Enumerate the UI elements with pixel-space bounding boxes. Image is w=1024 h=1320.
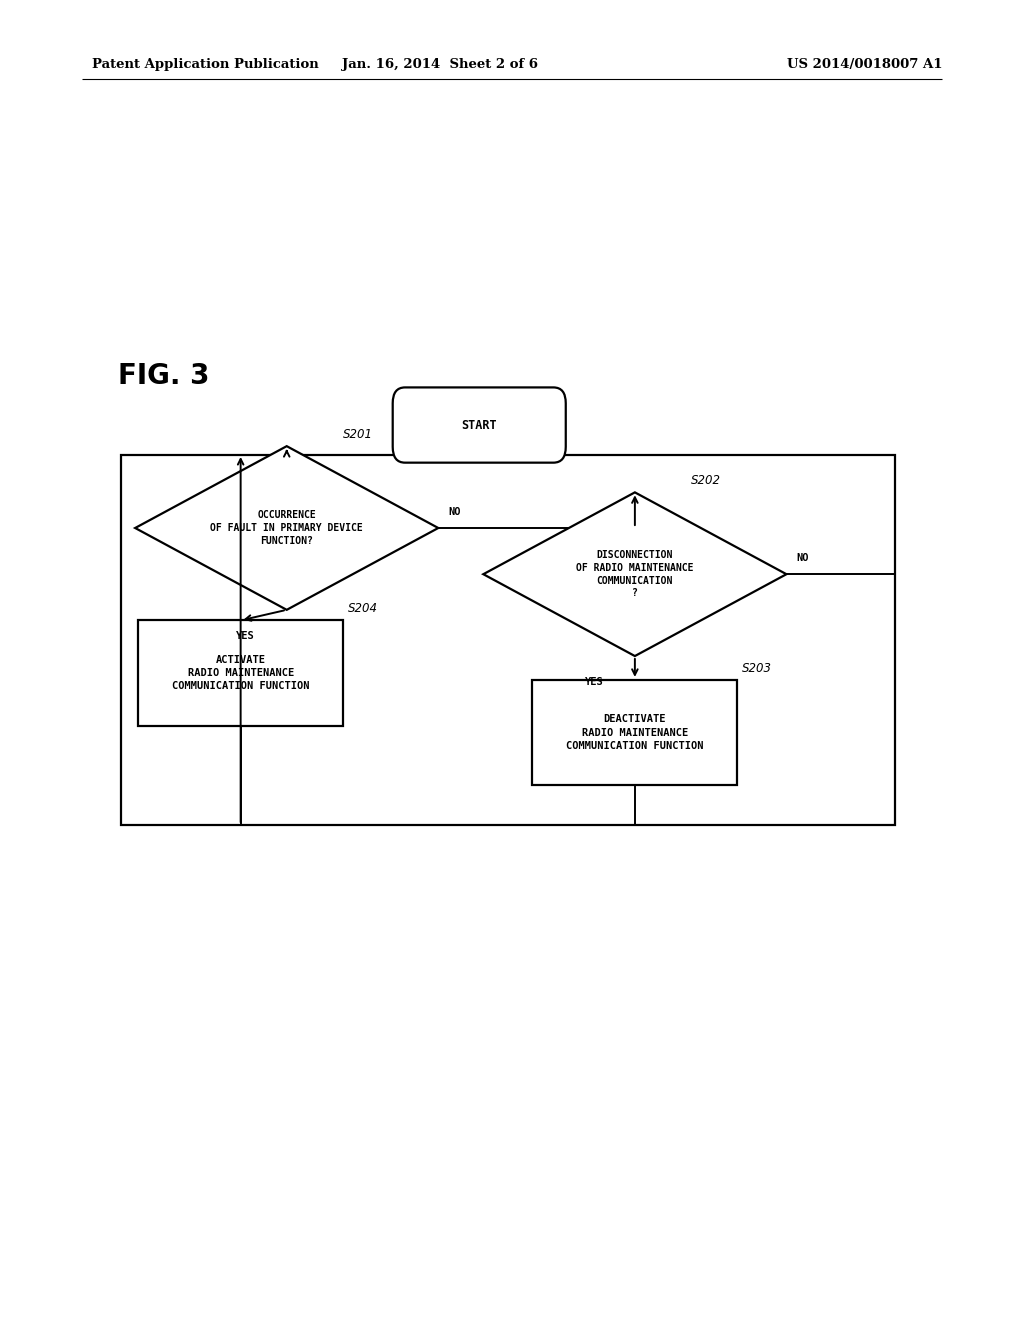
Bar (532, 680, 737, 785)
Text: START: START (462, 418, 497, 432)
Text: YES: YES (237, 631, 255, 642)
FancyBboxPatch shape (393, 387, 565, 462)
Bar (121, 455, 895, 825)
Text: S204: S204 (348, 602, 378, 615)
Text: US 2014/0018007 A1: US 2014/0018007 A1 (786, 58, 942, 71)
Text: S201: S201 (343, 428, 373, 441)
Text: NO: NO (797, 553, 809, 564)
Text: S202: S202 (691, 474, 721, 487)
Text: YES: YES (585, 677, 603, 688)
Text: DISCONNECTION
OF RADIO MAINTENANCE
COMMUNICATION
?: DISCONNECTION OF RADIO MAINTENANCE COMMU… (577, 550, 693, 598)
Polygon shape (135, 446, 438, 610)
Bar (138, 620, 343, 726)
Text: OCCURRENCE
OF FAULT IN PRIMARY DEVICE
FUNCTION?: OCCURRENCE OF FAULT IN PRIMARY DEVICE FU… (210, 511, 364, 545)
Text: S203: S203 (742, 661, 772, 675)
Text: Jan. 16, 2014  Sheet 2 of 6: Jan. 16, 2014 Sheet 2 of 6 (342, 58, 539, 71)
Text: Patent Application Publication: Patent Application Publication (92, 58, 318, 71)
Text: ACTIVATE
RADIO MAINTENANCE
COMMUNICATION FUNCTION: ACTIVATE RADIO MAINTENANCE COMMUNICATION… (172, 655, 309, 692)
Text: FIG. 3: FIG. 3 (118, 362, 209, 391)
Text: DEACTIVATE
RADIO MAINTENANCE
COMMUNICATION FUNCTION: DEACTIVATE RADIO MAINTENANCE COMMUNICATI… (566, 714, 703, 751)
Polygon shape (483, 492, 786, 656)
Text: NO: NO (449, 507, 461, 517)
